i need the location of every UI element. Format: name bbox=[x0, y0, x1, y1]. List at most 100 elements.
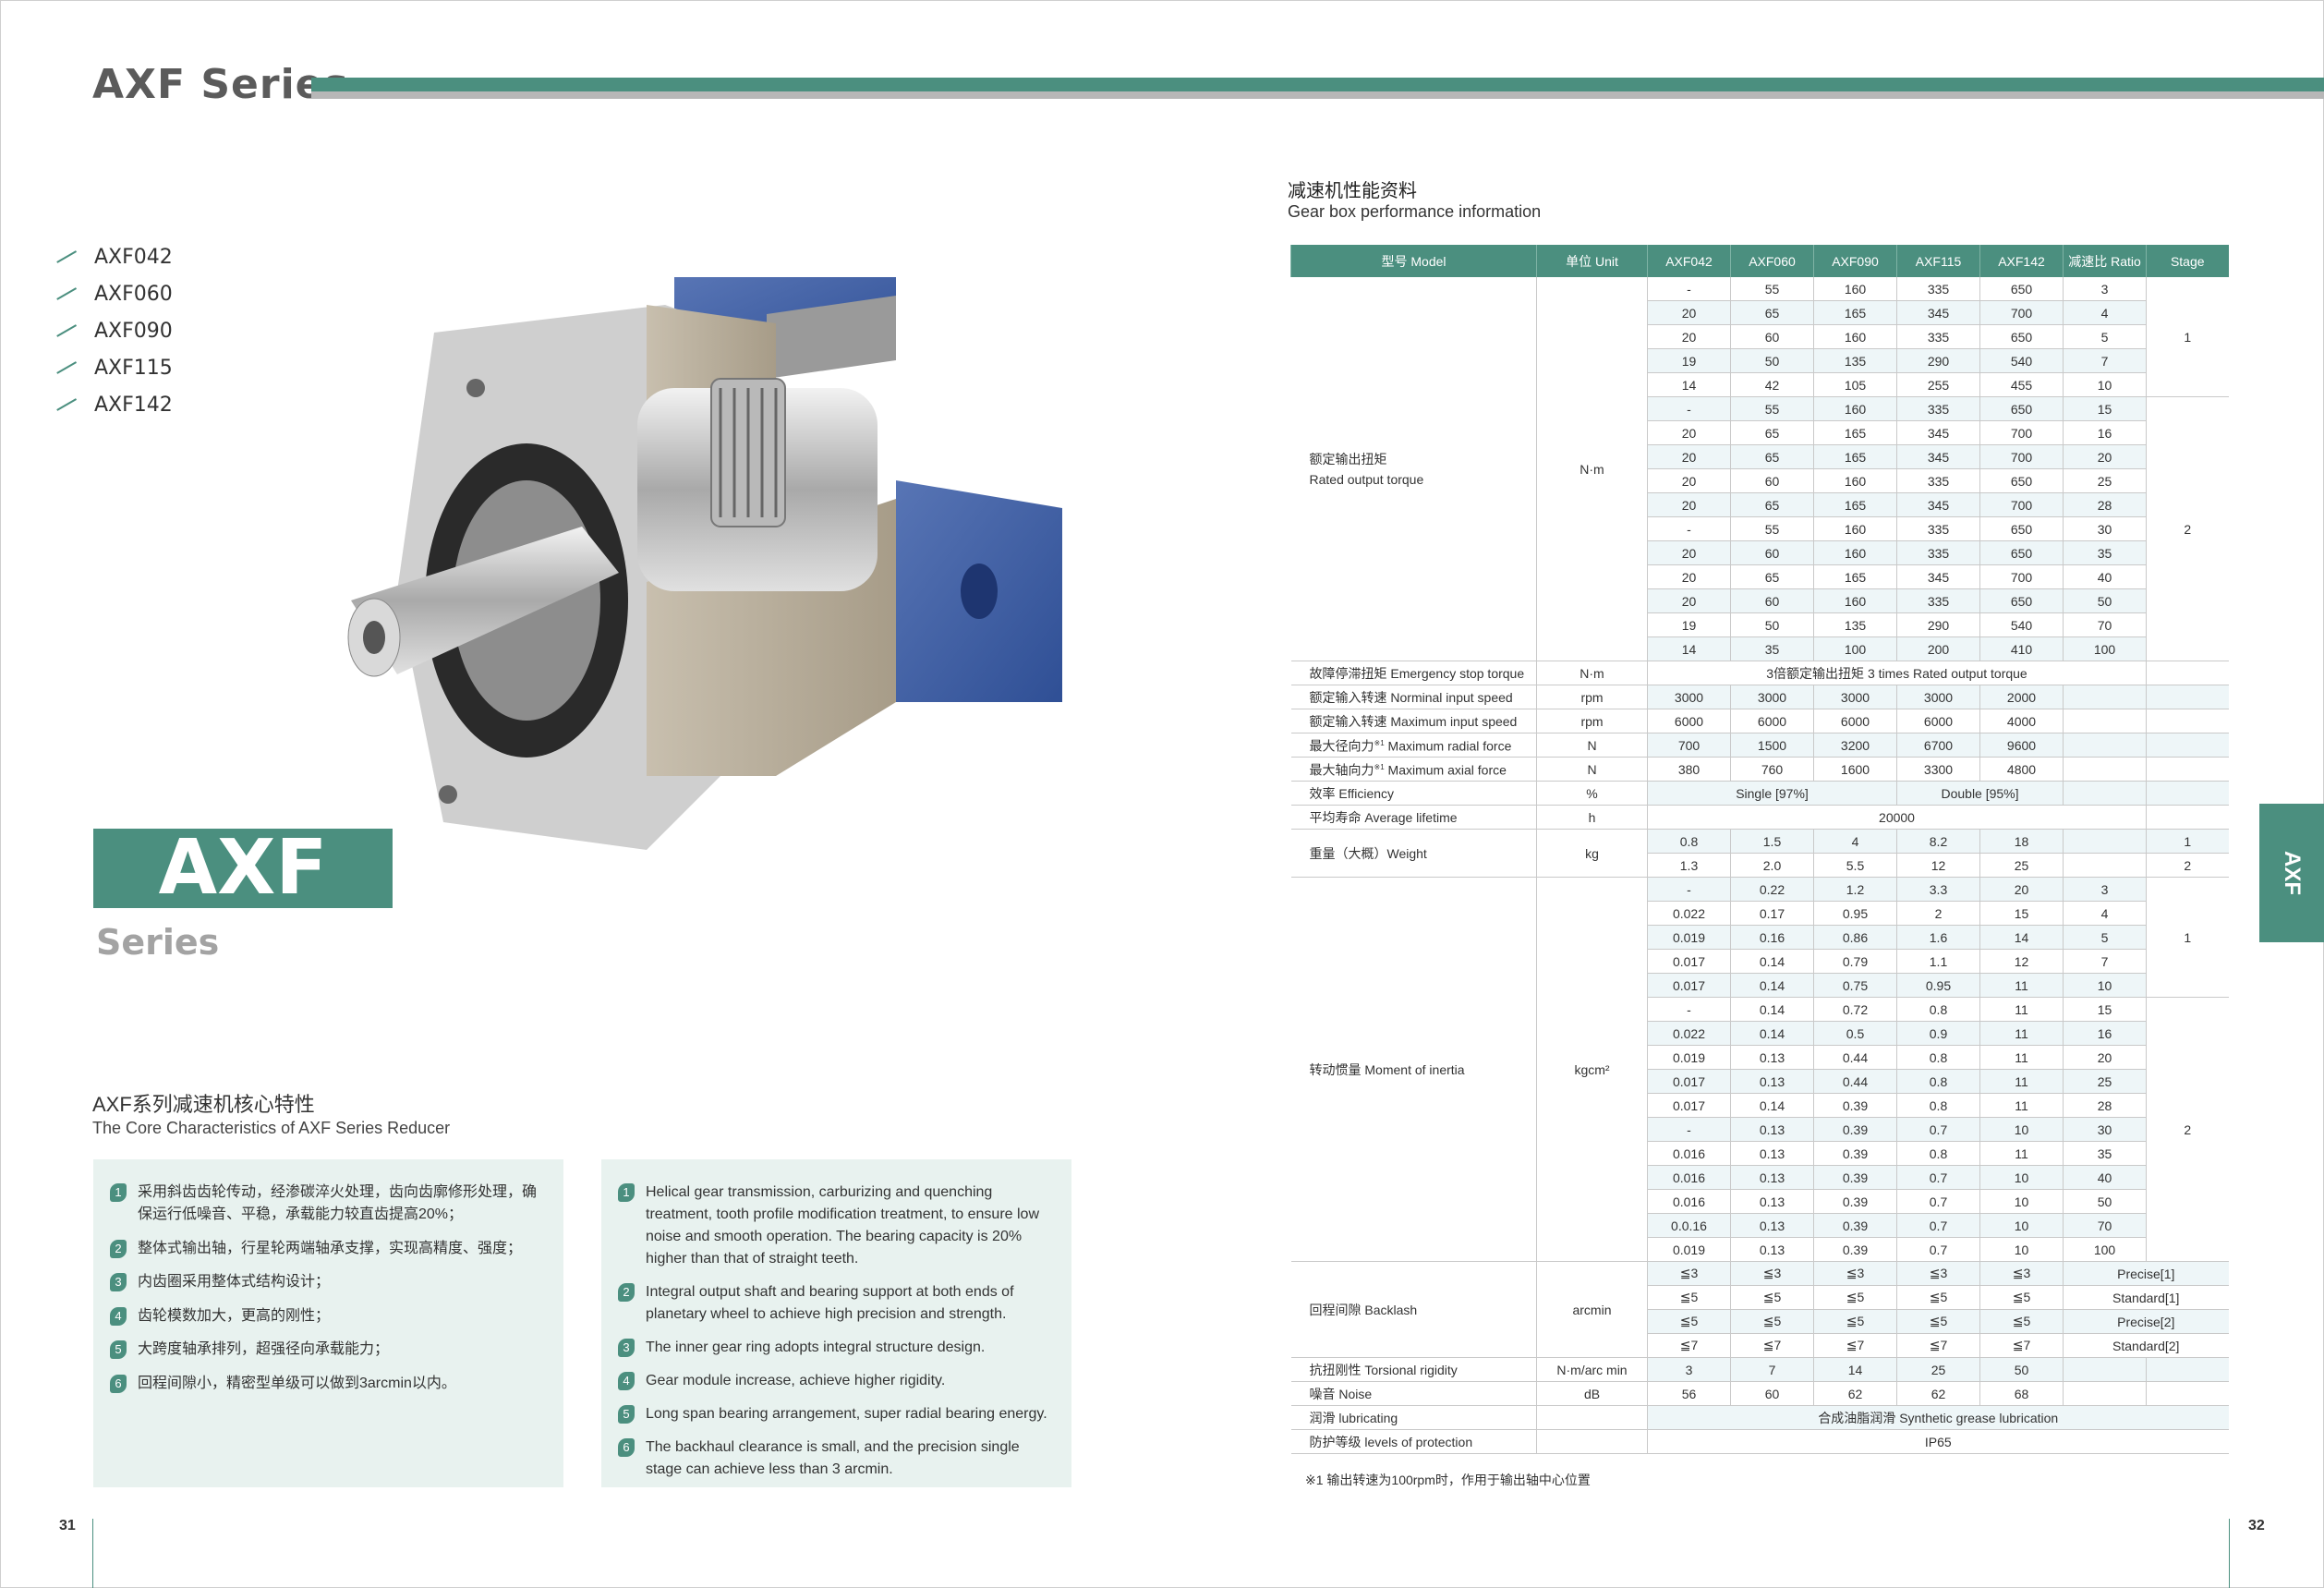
feature-text: Long span bearing arrangement, super rad… bbox=[646, 1406, 1047, 1422]
value-cell: ≦3 bbox=[1896, 1261, 1980, 1286]
features-title-en: The Core Characteristics of AXF Series R… bbox=[92, 1119, 451, 1137]
row-label: 转动惯量 Moment of inertia bbox=[1290, 877, 1537, 1262]
value-cell: 16 bbox=[2063, 1021, 2147, 1046]
row-label-text-en: Rated output torque bbox=[1309, 471, 1424, 487]
value-cell: 760 bbox=[1730, 757, 1814, 782]
value-cell: 0.5 bbox=[1813, 1021, 1897, 1046]
value-cell: 0.017 bbox=[1647, 949, 1731, 974]
value-cell: 335 bbox=[1896, 540, 1980, 565]
value-cell bbox=[2063, 733, 2147, 758]
value-cell: 5 bbox=[2063, 925, 2147, 950]
value-cell: 62 bbox=[1896, 1381, 1980, 1406]
feature-text: 齿轮模数加大，更高的刚性； bbox=[138, 1307, 331, 1324]
row-label: 重量（大概）Weight bbox=[1290, 829, 1537, 878]
slash-icon bbox=[56, 324, 77, 337]
table-row: 重量（大概）Weight kg 0.8 1.5 4 8.2 18 1 bbox=[1290, 829, 2229, 878]
value-cell: 28 bbox=[2063, 492, 2147, 517]
value-cell: 7 bbox=[2063, 348, 2147, 373]
value-cell: 700 bbox=[1979, 492, 2064, 517]
table-title-en: Gear box performance information bbox=[1288, 202, 1542, 221]
table-row: ≦5 ≦5 ≦5 ≦5 ≦5 Standard[1] bbox=[1291, 1285, 2229, 1310]
value-cell: - bbox=[1647, 877, 1731, 902]
value-cell: ≦5 bbox=[1896, 1285, 1980, 1310]
value-cell: 20 bbox=[1647, 300, 1731, 325]
row-label: 效率 Efficiency bbox=[1290, 781, 1537, 806]
value-cell: Double [95%] bbox=[1896, 781, 2064, 806]
value-cell: 700 bbox=[1979, 420, 2064, 445]
value-cell: 12 bbox=[1896, 853, 1980, 878]
feature-item: 6 The backhaul clearance is small, and th… bbox=[618, 1436, 1055, 1481]
value-cell: 4 bbox=[2063, 901, 2147, 926]
table-row: 0.017 0.13 0.44 0.8 11 25 bbox=[1291, 1069, 2229, 1094]
table-row: 故障停滞扭矩 Emergency stop torque N·m 3倍额定输出扭矩 … bbox=[1290, 661, 2229, 685]
performance-table: 型号 Model 单位 Unit AXF042 AXF060 AXF090 AXF115 A… bbox=[1290, 245, 2229, 1454]
value-cell: 18 bbox=[1979, 829, 2064, 854]
model-label: AXF115 bbox=[94, 356, 173, 380]
features-list-cn: 1 采用斜齿齿轮传动，经渗碳淬火处理，齿向齿廓修形处理，确保运行低噪音、平稳，承载… bbox=[93, 1159, 563, 1395]
value-cell: 60 bbox=[1730, 588, 1814, 613]
value-cell: 0.13 bbox=[1730, 1069, 1814, 1094]
value-cell: 0.44 bbox=[1813, 1045, 1897, 1070]
value-cell: ≦5 bbox=[1647, 1285, 1731, 1310]
table-title-cn: 减速机性能资料 bbox=[1288, 181, 1417, 201]
value-cell: 700 bbox=[1647, 733, 1731, 758]
value-cell: 25 bbox=[2063, 1069, 2147, 1094]
value-cell: 0.13 bbox=[1730, 1141, 1814, 1166]
value-cell: 650 bbox=[1979, 324, 2064, 349]
value-cell: 2 bbox=[2146, 853, 2229, 878]
footnote-marker: ※1 bbox=[1374, 739, 1385, 748]
value-cell: 70 bbox=[2063, 1213, 2147, 1238]
value-cell: 11 bbox=[1979, 1021, 2064, 1046]
value-cell: ≦5 bbox=[1979, 1309, 2064, 1334]
value-cell: 7 bbox=[2063, 949, 2147, 974]
value-cell: 3 bbox=[2063, 277, 2147, 301]
value-cell: 20 bbox=[1647, 468, 1731, 493]
feature-text: Integral output shaft and bearing suppor… bbox=[646, 1284, 1014, 1322]
unit-cell bbox=[1536, 1405, 1648, 1430]
number-badge-icon: 6 bbox=[110, 1374, 127, 1393]
value-cell: ≦7 bbox=[1813, 1333, 1897, 1358]
value-cell: 0.14 bbox=[1730, 949, 1814, 974]
feature-text: 内齿圈采用整体式结构设计； bbox=[138, 1274, 331, 1290]
table-row: 20 60 160 335 650 5 bbox=[1291, 324, 2229, 349]
value-cell bbox=[2146, 1357, 2229, 1382]
unit-cell: rpm bbox=[1536, 709, 1648, 733]
value-cell: 60 bbox=[1730, 324, 1814, 349]
value-cell: - bbox=[1647, 1117, 1731, 1142]
value-cell: 0.13 bbox=[1730, 1213, 1814, 1238]
title-rule bbox=[311, 78, 2324, 91]
value-cell: - bbox=[1647, 277, 1731, 301]
slash-icon bbox=[56, 250, 77, 263]
value-cell: 345 bbox=[1896, 564, 1980, 589]
value-cell bbox=[2146, 1381, 2229, 1406]
model-item: AXF090 bbox=[55, 312, 173, 349]
value-cell: 100 bbox=[2063, 1237, 2147, 1262]
feature-text: The inner gear ring adopts integral stru… bbox=[646, 1339, 986, 1355]
table-row: 0.019 0.13 0.44 0.8 11 20 bbox=[1291, 1045, 2229, 1070]
table-row: -55 160 335 650 15 2 bbox=[1291, 396, 2229, 661]
value-cell: 合成油脂润滑 Synthetic grease lubrication bbox=[1647, 1405, 2229, 1430]
value-cell: 1600 bbox=[1813, 757, 1897, 782]
table-row: 平均寿命 Average lifetime h 20000 bbox=[1290, 805, 2229, 830]
unit-cell: N·m/arc min bbox=[1536, 1357, 1648, 1382]
value-cell: 650 bbox=[1979, 540, 2064, 565]
value-cell: 8.2 bbox=[1896, 829, 1980, 854]
feature-item: 3 内齿圈采用整体式结构设计； bbox=[110, 1271, 547, 1293]
footnote-marker: ※1 bbox=[1374, 763, 1385, 772]
value-cell: 165 bbox=[1813, 492, 1897, 517]
feature-item: 4 齿轮模数加大，更高的刚性； bbox=[110, 1305, 547, 1327]
value-cell: 0.39 bbox=[1813, 1189, 1897, 1214]
value-cell: 0.017 bbox=[1647, 973, 1731, 998]
slash-icon bbox=[56, 398, 77, 411]
value-cell: 0.016 bbox=[1647, 1141, 1731, 1166]
value-cell bbox=[2063, 757, 2147, 782]
value-cell: 20 bbox=[2063, 444, 2147, 469]
value-cell: 19 bbox=[1647, 612, 1731, 637]
page-divider-left bbox=[92, 1519, 93, 1588]
value-cell: 20 bbox=[2063, 1045, 2147, 1070]
number-badge-icon: 5 bbox=[618, 1405, 635, 1424]
table-row: 额定输入转速 Maximum input speed rpm 6000 6000 600… bbox=[1290, 709, 2229, 733]
value-cell: 0.8 bbox=[1647, 829, 1731, 854]
value-cell: 650 bbox=[1979, 396, 2064, 421]
value-cell: 0.44 bbox=[1813, 1069, 1897, 1094]
